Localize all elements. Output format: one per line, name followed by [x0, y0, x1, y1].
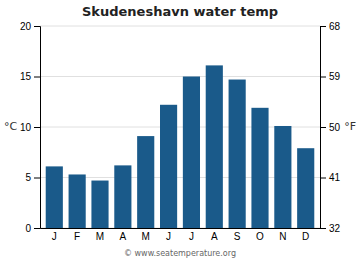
bar: [160, 105, 177, 228]
tick-label: A: [120, 231, 127, 242]
bar: [137, 136, 154, 228]
y-axis: 0 5 10 15 20: [20, 21, 41, 234]
tick-label: 10: [20, 122, 32, 133]
bar: [91, 181, 108, 228]
axis-line: [321, 27, 327, 229]
tick: J: [166, 228, 171, 242]
tick: 59: [320, 71, 341, 82]
bars: [46, 65, 315, 228]
bar: [229, 80, 246, 228]
tick: A: [211, 228, 218, 242]
tick: 32: [320, 223, 341, 234]
tick: 0: [25, 223, 40, 234]
tick: N: [279, 228, 286, 242]
tick-label: M: [142, 231, 150, 242]
title: Skudeneshavn water temp: [82, 4, 278, 19]
tick-mark: [320, 26, 326, 27]
tick: O: [256, 228, 264, 242]
tick: M: [142, 228, 150, 242]
bar: [274, 126, 291, 228]
tick: J: [189, 228, 194, 242]
tick-label: 0: [25, 223, 31, 234]
bar: [46, 166, 63, 228]
tick-label: J: [189, 231, 194, 242]
tick: 50: [320, 122, 341, 133]
plot-area: J F M A M J J A S O N D 0 5 10 15 20 32 41 50 59 68: [20, 21, 341, 242]
tick: 41: [320, 172, 341, 183]
tick-label: 15: [20, 71, 32, 82]
tick-label: D: [302, 231, 309, 242]
x-axis: JFMAMJJASOND: [41, 228, 321, 242]
tick-label: O: [256, 231, 264, 242]
tick-label: 41: [329, 172, 341, 183]
grid: [40, 26, 320, 228]
tick-label: N: [279, 231, 286, 242]
tick-label: 50: [329, 122, 341, 133]
tick: 20: [20, 21, 40, 32]
tick-label: 5: [25, 172, 31, 183]
tick-label: J: [166, 231, 171, 242]
tick-mark: [34, 77, 40, 78]
bar: [114, 165, 131, 228]
y2-axis: 32 41 50 59 68: [320, 21, 341, 234]
axis-line: [41, 228, 321, 229]
tick-mark: [34, 178, 40, 179]
tick-label: A: [211, 231, 218, 242]
grid-line: [40, 26, 320, 27]
tick-label: F: [74, 231, 80, 242]
tick-label: 59: [329, 71, 341, 82]
tick-mark: [320, 77, 326, 78]
bar: [251, 108, 268, 228]
bar: [183, 77, 200, 229]
bar: [69, 174, 86, 228]
tick-label: J: [52, 231, 57, 242]
y-axis-label: °C: [4, 120, 18, 133]
tick-mark: [34, 228, 40, 229]
tick-mark: [34, 127, 40, 128]
tick: M: [96, 228, 104, 242]
y2-axis-label: °F: [344, 120, 356, 133]
tick-label: M: [96, 231, 104, 242]
tick-mark: [320, 127, 326, 128]
tick-mark: [34, 26, 40, 27]
axis-line: [34, 27, 41, 229]
tick-mark: [320, 178, 326, 179]
bar: [206, 65, 223, 228]
tick-label: 32: [329, 223, 341, 234]
bar: [297, 148, 314, 228]
tick-label: S: [234, 231, 241, 242]
grid-line: [40, 76, 320, 77]
tick: J: [52, 228, 57, 242]
tick: A: [120, 228, 127, 242]
tick: F: [74, 228, 80, 242]
tick-label: 20: [20, 21, 32, 32]
tick-mark: [320, 228, 326, 229]
tick: S: [234, 228, 241, 242]
chart: J F M A M J J A S O N D 0 5 10 15 20 32 41 50 59 68 °C °F Skuden…: [0, 0, 360, 260]
tick: 10: [20, 122, 40, 133]
tick: 68: [320, 21, 341, 32]
annotation: © www.seatemperature.org: [124, 249, 236, 258]
tick: 15: [20, 71, 40, 82]
tick: 5: [25, 172, 40, 183]
tick: D: [302, 228, 309, 242]
tick-label: 68: [329, 21, 341, 32]
